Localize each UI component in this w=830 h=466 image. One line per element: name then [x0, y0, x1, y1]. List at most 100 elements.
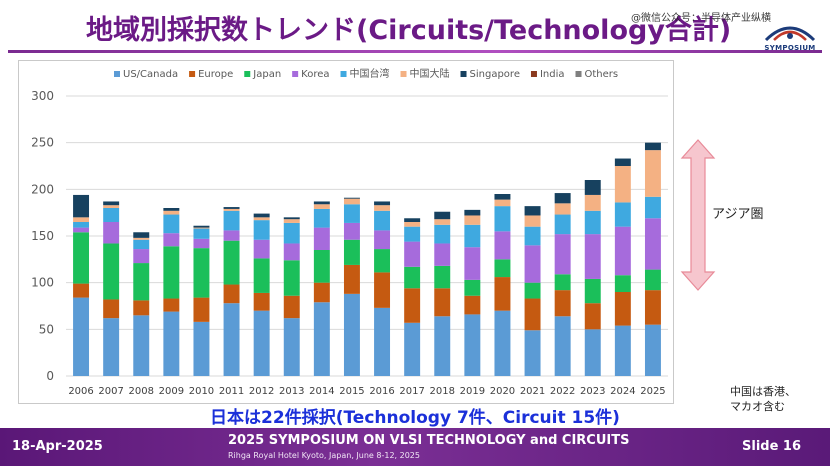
bar-stack-2016 — [374, 201, 391, 376]
bar-stack-2019 — [464, 209, 481, 376]
bars — [73, 142, 661, 376]
bar-segment — [554, 234, 571, 275]
bar-segment — [283, 217, 300, 220]
bar-segment — [253, 239, 270, 259]
bar-segment — [554, 316, 571, 376]
bar-segment — [223, 303, 240, 376]
bar-segment — [343, 239, 360, 265]
bar-stack-2022 — [554, 193, 571, 376]
asia-region-label: アジア圏 — [712, 207, 764, 222]
bar-segment — [644, 218, 661, 270]
bar-segment — [404, 241, 421, 267]
bar-segment — [374, 210, 391, 231]
bar-segment — [374, 201, 391, 206]
legend-swatch — [460, 71, 467, 77]
bar-segment — [584, 329, 601, 376]
y-tick-label: 50 — [39, 322, 54, 336]
bar-segment — [494, 206, 511, 232]
x-tick-label: 2013 — [279, 386, 304, 397]
bar-segment — [253, 220, 270, 240]
bar-segment — [73, 194, 90, 218]
bar-segment — [133, 232, 150, 238]
bar-segment — [313, 208, 330, 228]
bar-stack-2009 — [163, 208, 180, 376]
footer-venue: Rihga Royal Hotel Kyoto, Japan, June 8-1… — [228, 451, 420, 460]
bar-segment — [374, 272, 391, 308]
bar-segment — [73, 297, 90, 376]
bar-segment — [163, 208, 180, 211]
bar-segment — [313, 204, 330, 209]
bar-segment — [343, 197, 360, 199]
bar-segment — [464, 224, 481, 248]
bar-segment — [163, 210, 180, 215]
x-tick-label: 2023 — [580, 386, 605, 397]
x-tick-label: 2006 — [68, 386, 93, 397]
x-tick-label: 2009 — [159, 386, 184, 397]
bar-segment — [343, 198, 360, 205]
bar-segment — [494, 199, 511, 207]
legend-label: Korea — [301, 69, 329, 80]
bar-segment — [404, 288, 421, 323]
bar-segment — [163, 214, 180, 234]
bar-segment — [223, 207, 240, 209]
y-tick-label: 200 — [31, 182, 54, 196]
bar-segment — [434, 219, 451, 225]
bar-segment — [644, 196, 661, 219]
legend-swatch — [575, 71, 582, 77]
bar-segment — [434, 211, 451, 220]
bar-segment — [223, 230, 240, 241]
x-tick-label: 2012 — [249, 386, 274, 397]
bar-segment — [554, 214, 571, 235]
bar-segment — [223, 240, 240, 285]
bar-segment — [163, 246, 180, 299]
bar-segment — [434, 288, 451, 317]
summary-text: 日本は22件採択(Technology 7件、Circuit 15件) — [210, 408, 620, 428]
bar-segment — [193, 297, 210, 322]
footer-bar — [0, 428, 830, 466]
bar-segment — [283, 243, 300, 261]
bar-segment — [103, 205, 120, 208]
bar-stack-2010 — [193, 225, 210, 376]
x-tick-label: 2014 — [309, 386, 334, 397]
footnote-line-1: 中国は香港、 — [730, 385, 796, 398]
bar-segment — [103, 299, 120, 319]
bar-segment — [313, 201, 330, 205]
legend-label: Europe — [198, 69, 233, 80]
bar-segment — [133, 237, 150, 240]
bar-segment — [584, 210, 601, 235]
arrow-shape — [680, 139, 716, 291]
x-tick-label: 2021 — [520, 386, 545, 397]
bar-segment — [283, 222, 300, 244]
bar-segment — [434, 265, 451, 289]
x-tick-label: 2022 — [550, 386, 575, 397]
y-tick-label: 150 — [31, 229, 54, 243]
bar-segment — [644, 142, 661, 151]
bar-segment — [584, 278, 601, 304]
bar-stack-2013 — [283, 217, 300, 376]
bar-segment — [133, 263, 150, 301]
bar-segment — [343, 293, 360, 376]
bar-segment — [554, 193, 571, 204]
legend-label: 中国台湾 — [350, 67, 390, 80]
bar-segment — [374, 230, 391, 250]
bar-segment — [464, 314, 481, 376]
bar-segment — [133, 249, 150, 264]
bar-segment — [73, 232, 90, 284]
bar-segment — [343, 264, 360, 294]
bar-segment — [644, 269, 661, 291]
bar-segment — [253, 217, 270, 221]
x-tick-label: 2025 — [640, 386, 665, 397]
bar-segment — [434, 224, 451, 244]
title-bar: 地域別採択数トレンド(Circuits/Technology合計) @微信公众号… — [0, 0, 830, 56]
bar-segment — [313, 282, 330, 303]
footnote: 中国は香港、 マカオ含む — [730, 384, 796, 414]
bar-segment — [283, 260, 300, 296]
footer-title: 2025 SYMPOSIUM ON VLSI TECHNOLOGY and CI… — [228, 433, 630, 448]
bar-segment — [584, 194, 601, 211]
legend-swatch — [292, 71, 299, 77]
bar-segment — [524, 206, 541, 216]
x-tick-label: 2024 — [610, 386, 635, 397]
double-arrow-icon — [680, 139, 716, 291]
